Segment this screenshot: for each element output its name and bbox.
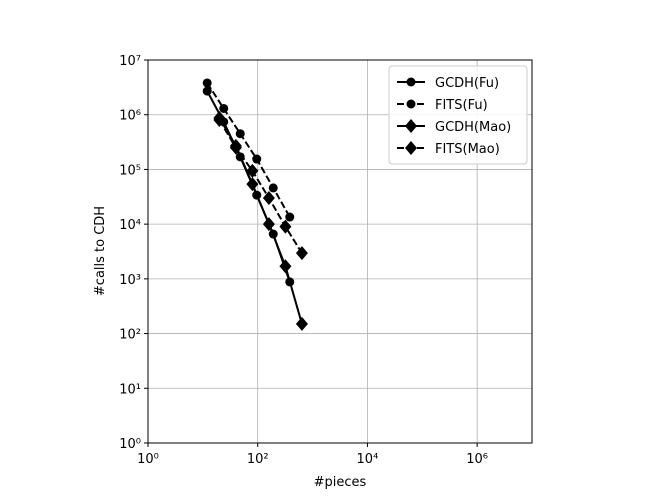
- x-axis-label: #pieces: [314, 475, 367, 490]
- y-tick-label: 10⁷: [119, 54, 141, 69]
- legend-label: FITS(Mao): [435, 142, 500, 157]
- legend-label: GCDH(Mao): [435, 120, 511, 135]
- marker: [229, 140, 242, 155]
- legend-marker: [405, 141, 417, 155]
- legend-label: FITS(Fu): [435, 98, 488, 113]
- y-tick-label: 10²: [119, 328, 141, 343]
- y-tick-label: 10⁰: [119, 437, 141, 452]
- series-line: [206, 82, 291, 218]
- marker: [235, 129, 245, 139]
- marker: [279, 219, 292, 234]
- legend-box: [388, 65, 528, 165]
- y-tick-label: 10⁵: [119, 163, 141, 178]
- legend-marker: [406, 77, 416, 87]
- marker: [268, 183, 278, 193]
- marker: [202, 78, 212, 88]
- marker: [285, 212, 295, 222]
- legend-marker: [405, 119, 417, 133]
- marker: [202, 86, 212, 96]
- marker: [262, 217, 275, 232]
- series-line: [218, 119, 303, 254]
- marker: [252, 154, 262, 164]
- marker: [279, 259, 292, 274]
- y-axis-label: #calls to CDH: [93, 206, 108, 296]
- x-tick-label: 10⁴: [357, 452, 379, 467]
- y-tick-label: 10¹: [119, 382, 141, 397]
- x-tick-label: 10²: [247, 452, 269, 467]
- marker: [246, 177, 259, 192]
- y-tick-label: 10³: [119, 273, 141, 288]
- y-tick-label: 10⁶: [119, 109, 141, 124]
- y-tick-label: 10⁴: [119, 218, 141, 233]
- marker: [219, 103, 229, 113]
- x-tick-label: 10⁰: [137, 452, 159, 467]
- marker: [295, 246, 308, 261]
- marker: [246, 163, 259, 178]
- marker: [262, 191, 275, 206]
- x-tick-label: 10⁶: [466, 452, 488, 467]
- plot-frame: [147, 59, 533, 444]
- legend-marker: [406, 99, 416, 109]
- legend-label: GCDH(Fu): [435, 76, 499, 91]
- marker: [295, 316, 308, 331]
- marker: [213, 113, 226, 128]
